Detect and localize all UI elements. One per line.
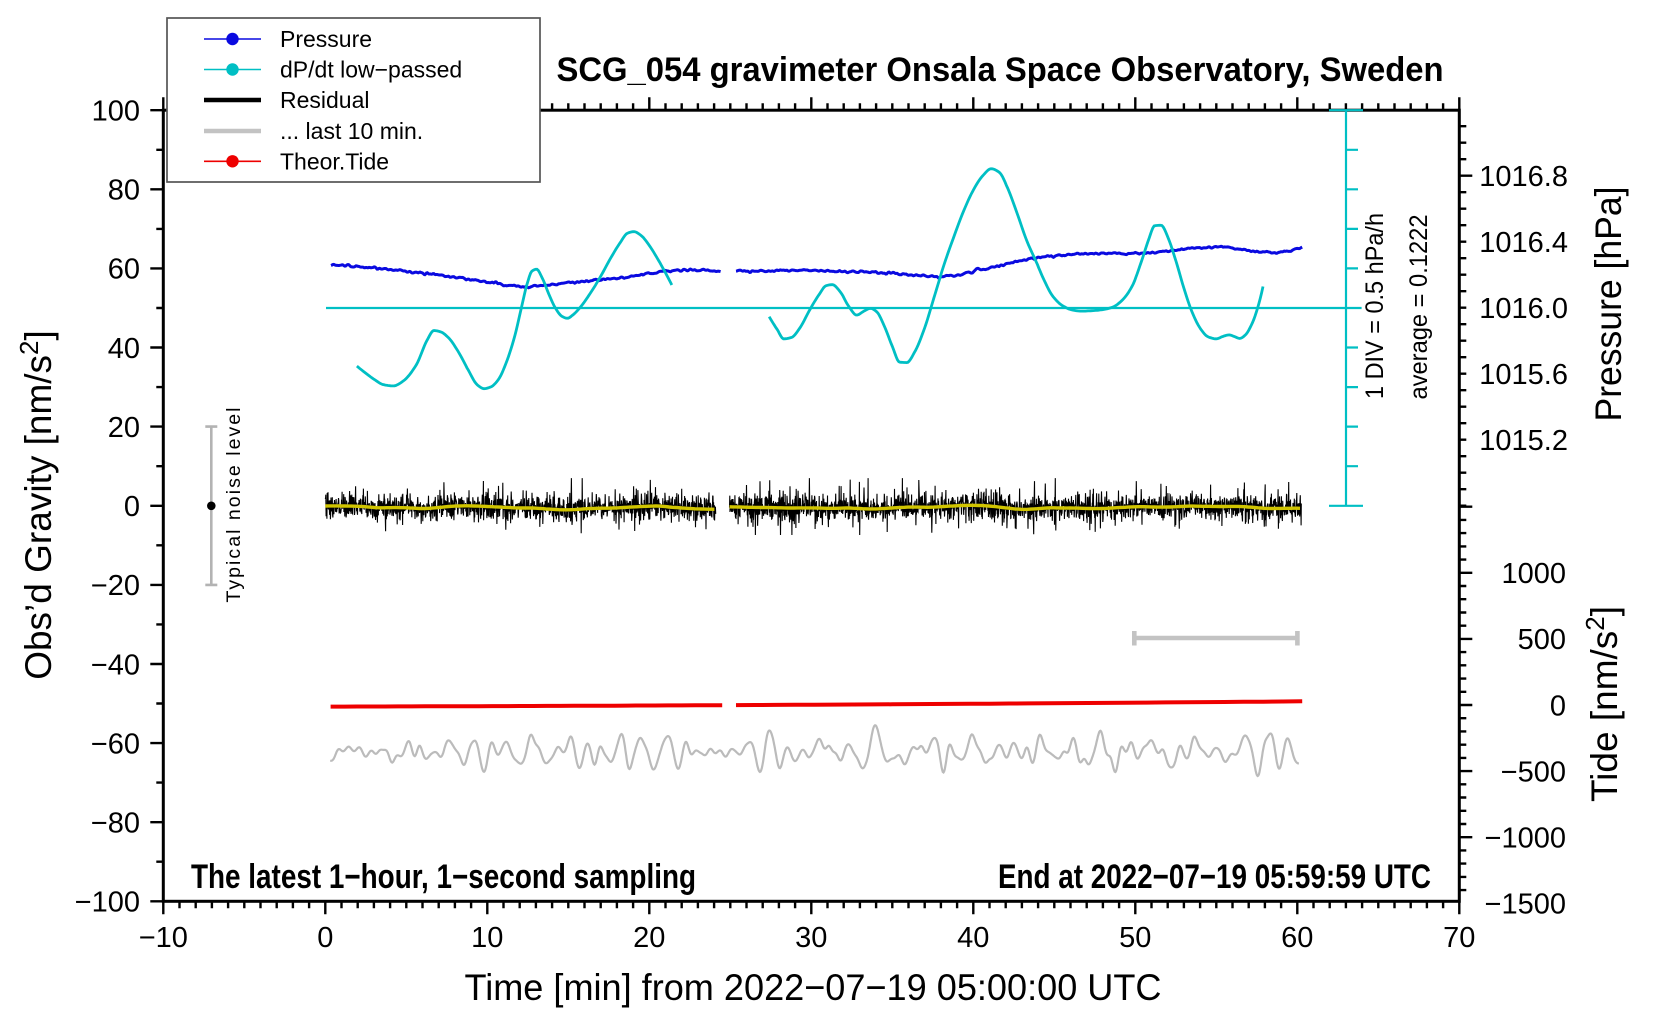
svg-text:−1000: −1000 (1485, 823, 1566, 855)
svg-text:Pressure [hPa]: Pressure [hPa] (1588, 187, 1629, 422)
svg-text:−1500: −1500 (1485, 889, 1566, 921)
svg-text:Obs’d Gravity [nm/s2]: Obs’d Gravity [nm/s2] (14, 330, 59, 680)
svg-text:10: 10 (471, 922, 503, 954)
svg-text:Theor.Tide: Theor.Tide (280, 148, 389, 174)
svg-text:−60: −60 (91, 728, 140, 760)
svg-text:500: 500 (1518, 624, 1566, 656)
svg-text:1016.4: 1016.4 (1479, 227, 1568, 259)
svg-text:20: 20 (633, 922, 665, 954)
svg-text:0: 0 (124, 491, 140, 523)
svg-text:SCG_054 gravimeter Onsala Spac: SCG_054 gravimeter Onsala Space Observat… (557, 51, 1444, 89)
svg-text:average = 0.1222: average = 0.1222 (1405, 215, 1433, 400)
svg-text:1015.2: 1015.2 (1479, 425, 1568, 457)
svg-text:−40: −40 (91, 649, 140, 681)
svg-text:40: 40 (108, 333, 140, 365)
svg-text:End at 2022−07−19 05:59:59 UTC: End at 2022−07−19 05:59:59 UTC (998, 858, 1431, 896)
svg-text:1 DIV = 0.5 hPa/h: 1 DIV = 0.5 hPa/h (1361, 213, 1389, 399)
svg-text:0: 0 (317, 922, 333, 954)
svg-text:1016.8: 1016.8 (1479, 161, 1568, 193)
svg-text:60: 60 (1281, 922, 1313, 954)
svg-text:20: 20 (108, 412, 140, 444)
svg-text:70: 70 (1443, 922, 1475, 954)
svg-text:−80: −80 (91, 807, 140, 839)
svg-text:Residual: Residual (280, 87, 370, 113)
svg-text:Pressure: Pressure (280, 26, 372, 52)
svg-text:80: 80 (108, 175, 140, 207)
svg-text:Time [min] from 2022−07−19 05:: Time [min] from 2022−07−19 05:00:00 UTC (465, 966, 1162, 1008)
svg-text:0: 0 (1550, 690, 1566, 722)
svg-text:1016.0: 1016.0 (1479, 293, 1568, 325)
svg-text:30: 30 (795, 922, 827, 954)
svg-text:−100: −100 (75, 887, 140, 919)
svg-text:−500: −500 (1501, 756, 1566, 788)
svg-text:100: 100 (92, 96, 140, 128)
svg-text:1000: 1000 (1501, 558, 1566, 590)
svg-text:50: 50 (1119, 922, 1151, 954)
svg-text:Tide [nm/s2]: Tide [nm/s2] (1580, 606, 1625, 802)
svg-text:40: 40 (957, 922, 989, 954)
svg-text:1015.6: 1015.6 (1479, 359, 1568, 391)
svg-text:dP/dt low−passed: dP/dt low−passed (280, 57, 462, 83)
svg-text:... last 10 min.: ... last 10 min. (280, 118, 423, 144)
svg-text:−10: −10 (139, 922, 188, 954)
svg-text:Typical noise level: Typical noise level (223, 408, 245, 603)
svg-text:−20: −20 (91, 570, 140, 602)
svg-text:The latest 1−hour, 1−second sa: The latest 1−hour, 1−second sampling (191, 858, 696, 896)
svg-text:60: 60 (108, 254, 140, 286)
